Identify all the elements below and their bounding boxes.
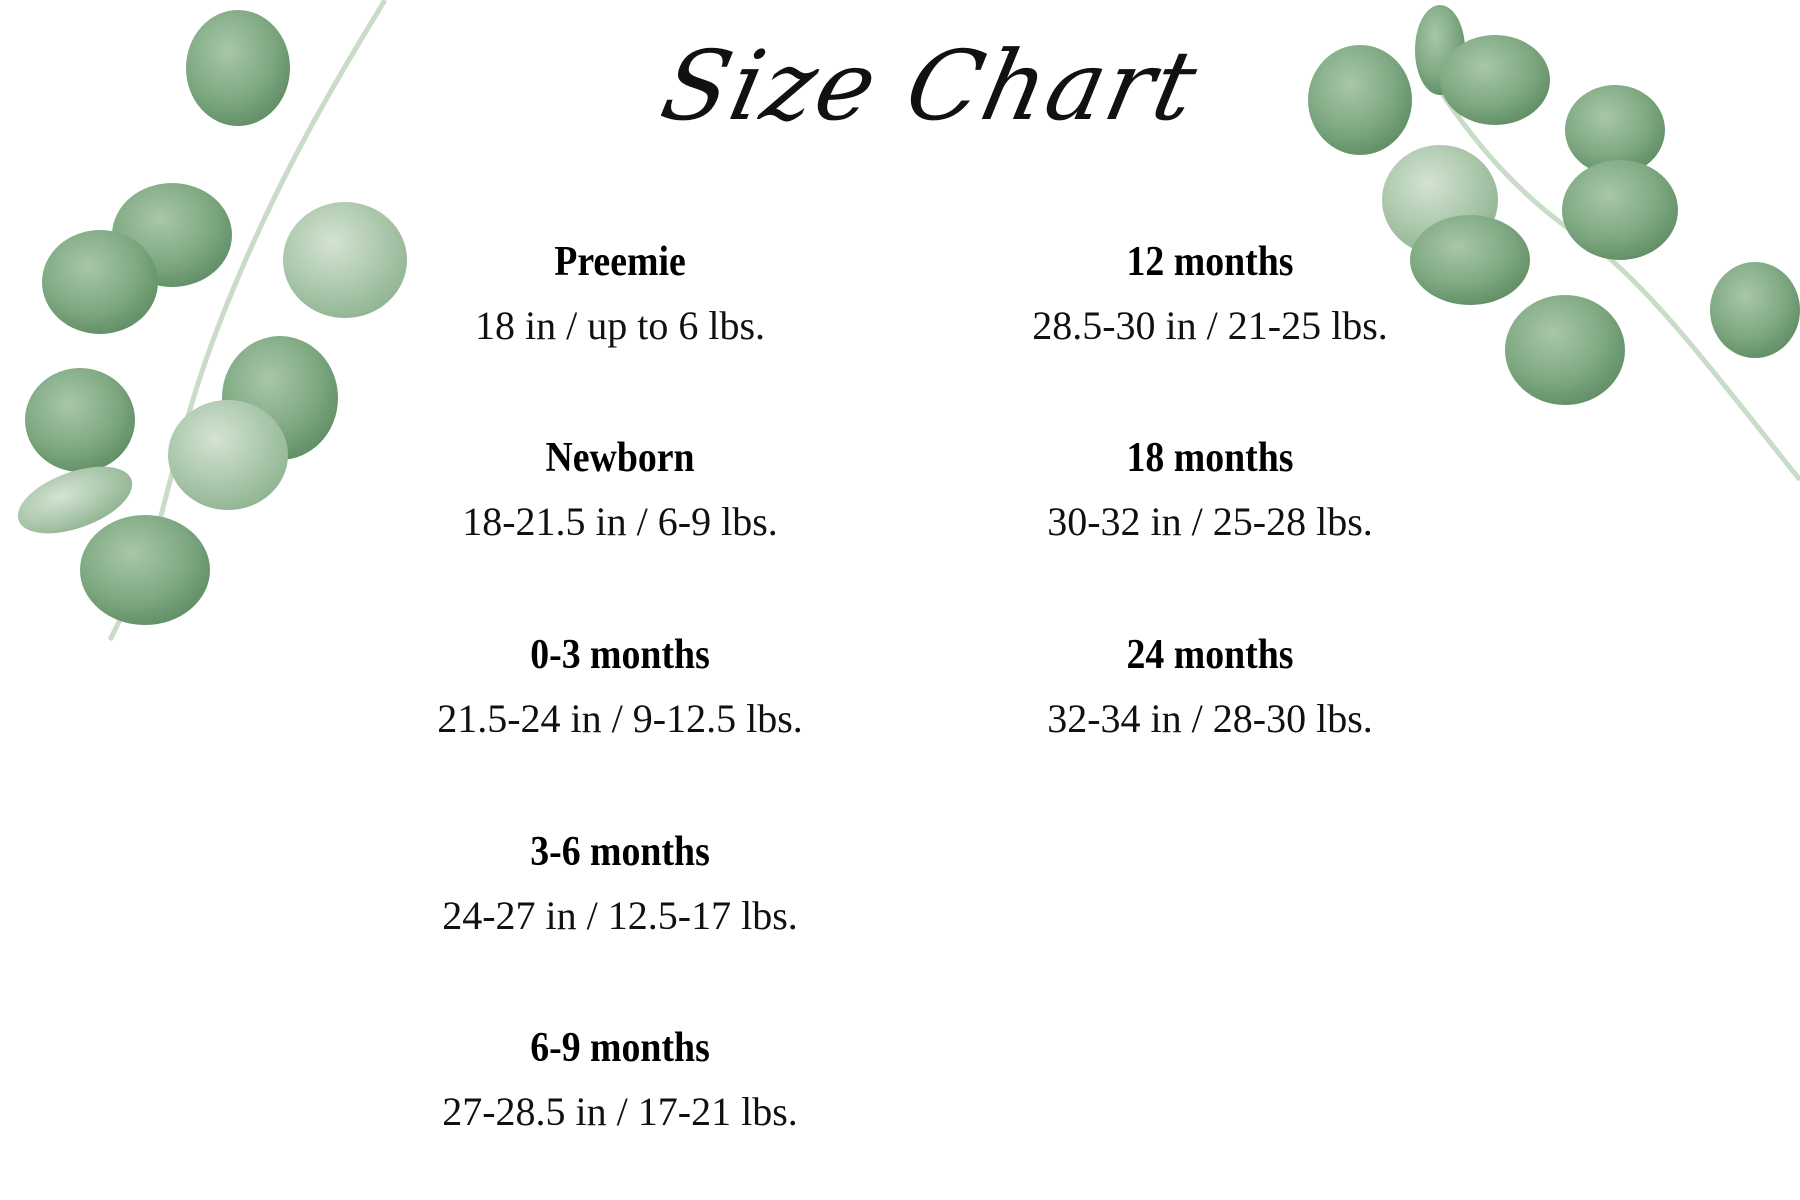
- size-entry: 24 months 32-34 in / 28-30 lbs.: [910, 630, 1510, 744]
- size-measure: 24-27 in / 12.5-17 lbs.: [442, 893, 798, 938]
- size-entry: 6-9 months 27-28.5 in / 17-21 lbs.: [320, 1023, 920, 1137]
- size-name: 6-9 months: [530, 1025, 710, 1071]
- eucalyptus-branch-right: [1308, 5, 1800, 482]
- size-entry: 0-3 months 21.5-24 in / 9-12.5 lbs.: [320, 630, 920, 744]
- size-name: Newborn: [545, 435, 695, 481]
- size-name: Preemie: [554, 239, 686, 285]
- size-measure: 21.5-24 in / 9-12.5 lbs.: [437, 696, 803, 741]
- page-title: Size Chart: [652, 30, 1208, 142]
- size-name: 0-3 months: [530, 632, 710, 678]
- size-measure: 18 in / up to 6 lbs.: [474, 303, 766, 348]
- size-measure: 32-34 in / 28-30 lbs.: [1047, 696, 1373, 741]
- size-measure: 18-21.5 in / 6-9 lbs.: [462, 499, 778, 544]
- size-name: 18 months: [1126, 435, 1294, 481]
- size-measure: 28.5-30 in / 21-25 lbs.: [1032, 303, 1388, 348]
- size-measure: 30-32 in / 25-28 lbs.: [1047, 499, 1373, 544]
- eucalyptus-branch-left: [17, 0, 407, 642]
- size-entry: 12 months 28.5-30 in / 21-25 lbs.: [910, 237, 1510, 351]
- size-name: 24 months: [1126, 632, 1294, 678]
- size-name: 12 months: [1126, 239, 1294, 285]
- size-entry: 18 months 30-32 in / 25-28 lbs.: [910, 433, 1510, 547]
- size-entry: Preemie 18 in / up to 6 lbs.: [320, 237, 920, 351]
- size-entry: Newborn 18-21.5 in / 6-9 lbs.: [320, 433, 920, 547]
- size-name: 3-6 months: [530, 829, 710, 875]
- size-measure: 27-28.5 in / 17-21 lbs.: [442, 1089, 798, 1134]
- size-entry: 3-6 months 24-27 in / 12.5-17 lbs.: [320, 827, 920, 941]
